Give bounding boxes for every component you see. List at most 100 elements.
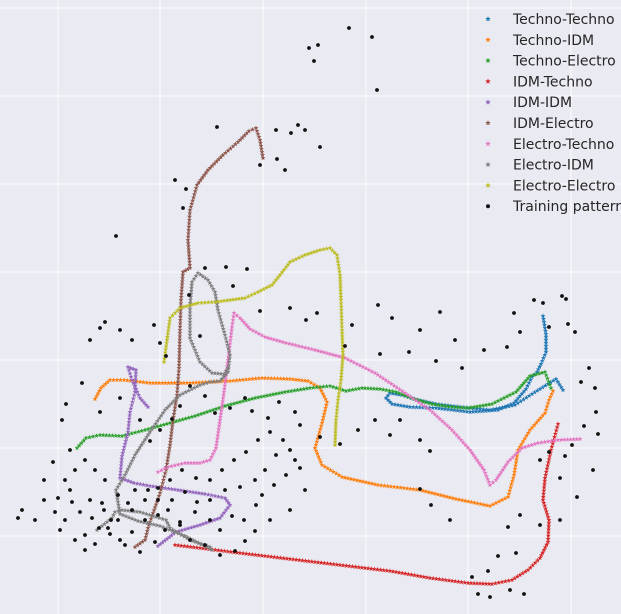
training-point-47	[460, 366, 464, 370]
training-point-116	[51, 460, 55, 464]
training-point-175	[118, 538, 122, 542]
training-point-90	[388, 433, 392, 437]
training-point-16	[184, 187, 188, 191]
training-point-52	[532, 298, 536, 302]
training-point-106	[170, 417, 174, 421]
training-point-70	[591, 468, 595, 472]
training-point-29	[130, 338, 134, 342]
training-point-109	[138, 418, 142, 422]
training-point-95	[298, 423, 302, 427]
training-point-172	[78, 510, 82, 514]
training-point-69	[575, 495, 579, 499]
training-point-88	[418, 438, 422, 442]
training-point-2	[316, 43, 320, 47]
training-point-144	[238, 485, 242, 489]
legend-label: IDM-IDM	[513, 95, 572, 111]
training-point-133	[83, 548, 87, 552]
training-point-168	[83, 458, 87, 462]
training-point-123	[97, 526, 101, 530]
training-point-56	[564, 297, 568, 301]
training-point-166	[103, 478, 107, 482]
training-point-160	[166, 508, 170, 512]
training-point-181	[195, 500, 199, 504]
training-point-85	[429, 503, 433, 507]
training-point-60	[579, 380, 583, 384]
training-point-111	[98, 410, 102, 414]
training-point-201	[156, 486, 160, 490]
training-point-190	[293, 458, 297, 462]
training-point-152	[268, 518, 272, 522]
training-point-158	[188, 538, 192, 542]
training-point-148	[288, 448, 292, 452]
training-point-196	[220, 468, 224, 472]
training-point-50	[512, 311, 516, 315]
training-point-51	[518, 330, 522, 334]
training-point-129	[16, 516, 20, 520]
training-point-150	[303, 488, 307, 492]
training-point-191	[281, 438, 285, 442]
training-point-37	[350, 323, 354, 327]
training-point-84	[448, 518, 452, 522]
training-point-153	[253, 529, 257, 533]
training-point-177	[143, 518, 147, 522]
training-point-131	[58, 528, 62, 532]
training-point-18	[114, 234, 118, 238]
training-point-91	[373, 418, 377, 422]
training-point-176	[130, 530, 134, 534]
training-point-64	[570, 443, 574, 447]
training-point-165	[116, 493, 120, 497]
legend-label: Electro-Electro	[513, 178, 615, 194]
training-point-186	[254, 503, 258, 507]
training-point-204	[116, 518, 120, 522]
training-point-199	[180, 468, 184, 472]
training-point-87	[428, 449, 432, 453]
training-point-26	[88, 338, 92, 342]
training-point-39	[390, 316, 394, 320]
training-point-35	[304, 318, 308, 322]
training-point-0	[347, 26, 351, 30]
training-point-124	[83, 533, 87, 537]
training-point-136	[123, 543, 127, 547]
training-point-55	[560, 294, 564, 298]
training-point-78	[486, 569, 490, 573]
legend-label: IDM-Techno	[513, 74, 593, 90]
training-point-82	[522, 592, 526, 596]
training-point-57	[566, 322, 570, 326]
training-point-102	[213, 411, 217, 415]
training-point-114	[60, 418, 64, 422]
training-point-135	[108, 532, 112, 536]
training-point-198	[194, 476, 198, 480]
training-point-7	[274, 128, 278, 132]
training-point-32	[198, 334, 202, 338]
training-point-92	[356, 428, 360, 432]
training-point-8	[289, 131, 293, 135]
training-point-105	[178, 404, 182, 408]
training-point-67	[538, 458, 542, 462]
training-point-147	[274, 453, 278, 457]
training-point-107	[158, 428, 162, 432]
training-point-127	[42, 498, 46, 502]
training-point-125	[63, 518, 67, 522]
training-point-27	[98, 326, 102, 330]
training-point-71	[596, 432, 600, 436]
training-point-200	[168, 478, 172, 482]
training-point-40	[418, 328, 422, 332]
training-point-193	[256, 438, 260, 442]
training-point-6	[215, 125, 219, 129]
training-point-113	[64, 402, 68, 406]
training-point-195	[232, 458, 236, 462]
training-point-5	[375, 88, 379, 92]
training-point-42	[453, 338, 457, 342]
training-point-61	[593, 386, 597, 390]
training-point-145	[253, 478, 257, 482]
training-point-170	[63, 478, 67, 482]
training-point-119	[70, 500, 74, 504]
training-point-194	[244, 450, 248, 454]
training-point-3	[370, 35, 374, 39]
training-point-20	[224, 265, 228, 269]
training-point-120	[88, 498, 92, 502]
training-point-58	[573, 330, 577, 334]
training-point-45	[378, 352, 382, 356]
training-point-137	[138, 550, 142, 554]
